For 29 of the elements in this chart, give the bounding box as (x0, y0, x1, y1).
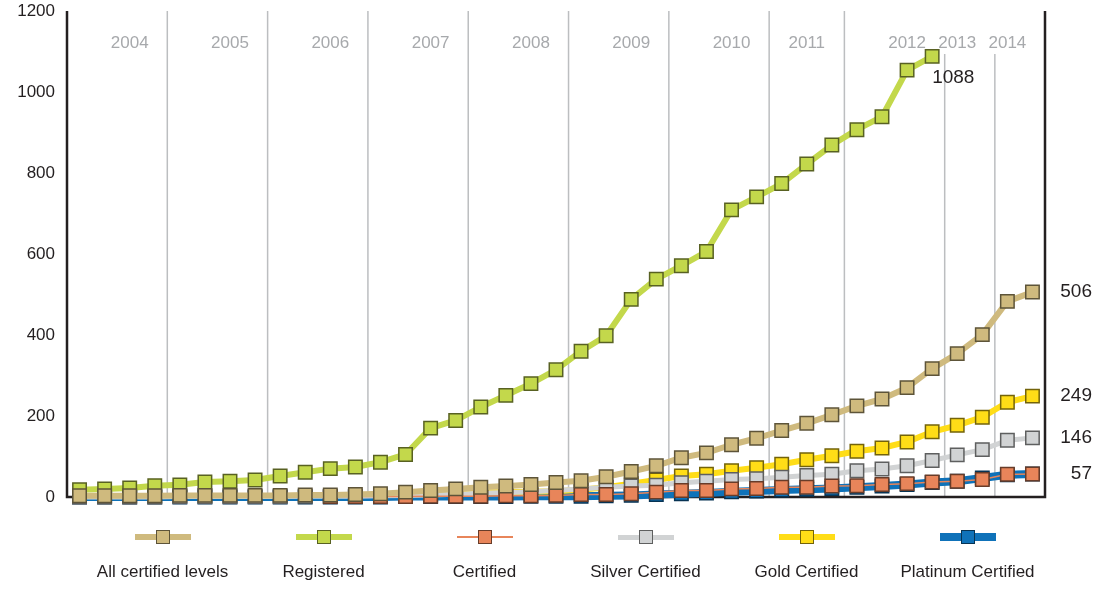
data-label: 506 (1060, 280, 1092, 302)
y-tick-label: 0 (45, 486, 55, 506)
x-tick-label: 2010 (712, 32, 751, 52)
data-label: 146 (1060, 426, 1092, 448)
legend-label: Gold Certified (754, 562, 859, 582)
x-tick-label: 2014 (988, 32, 1027, 52)
x-tick-label: 2004 (110, 32, 149, 52)
legend-label: Certified (452, 562, 517, 582)
legend-label: Platinum Certified (900, 562, 1035, 582)
x-tick-label: 2006 (311, 32, 350, 52)
y-tick-label: 800 (26, 162, 55, 182)
data-label: 249 (1060, 384, 1092, 406)
x-tick-label: 2013 (938, 32, 977, 52)
x-tick-label: 2007 (411, 32, 450, 52)
data-label: 1088 (932, 65, 975, 87)
x-tick-label: 2009 (612, 32, 651, 52)
data-label: 57 (1070, 462, 1092, 484)
x-tick-label: 2005 (211, 32, 249, 52)
y-tick-label: 1200 (17, 0, 55, 20)
x-tick-label: 2008 (512, 32, 550, 52)
y-tick-label: 400 (26, 324, 55, 344)
legend-label: All certified levels (96, 562, 229, 582)
x-tick-label: 2011 (788, 32, 826, 52)
legend-label: Silver Certified (590, 562, 701, 582)
y-tick-label: 600 (26, 243, 55, 263)
x-tick-label: 2012 (888, 32, 926, 52)
y-tick-label: 200 (26, 405, 55, 425)
y-tick-label: 1000 (17, 81, 55, 101)
legend-label: Registered (282, 562, 365, 582)
